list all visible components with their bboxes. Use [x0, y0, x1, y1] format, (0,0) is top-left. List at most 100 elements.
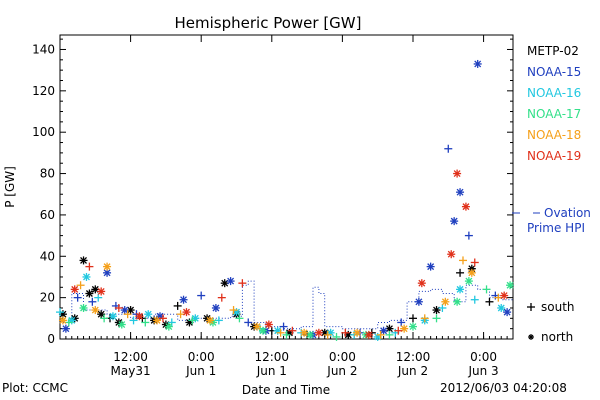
marker-stroke [418, 279, 426, 287]
data-point-noaa-19-north [70, 285, 79, 294]
data-point-noaa-19-south [85, 262, 94, 271]
data-point-noaa-15-south [88, 297, 97, 306]
y-tick-label: 140 [32, 42, 55, 56]
marker-stroke [227, 277, 235, 285]
marker-stroke [83, 273, 90, 281]
marker-stroke [300, 329, 308, 337]
data-point-noaa-16-south [438, 303, 447, 312]
marker-stroke [409, 323, 417, 331]
y-tick-label: 120 [32, 84, 55, 98]
marker-stroke [274, 327, 282, 335]
marker-stroke [497, 304, 505, 312]
marker-stroke [91, 306, 99, 314]
marker-stroke [427, 263, 435, 271]
legend: METP-02 NOAA-15 NOAA-16 NOAA-17 NOAA-18 NOAA-… [512, 44, 591, 344]
data-point-noaa-19-south [470, 258, 479, 267]
data-point-noaa-17-north [464, 277, 473, 286]
data-point-noaa-18-north [400, 324, 409, 333]
plot-area-frame [59, 34, 514, 340]
marker-stroke [415, 298, 423, 306]
data-point-noaa-18-north [91, 306, 100, 315]
data-point-noaa-17-south [432, 314, 441, 323]
marker-stroke [71, 285, 79, 293]
data-point-noaa-19-south [158, 314, 167, 323]
marker-stroke [453, 298, 461, 306]
data-point-noaa-16-south [470, 295, 479, 304]
data-point-noaa-19-north [135, 312, 144, 321]
data-point-metp-02-south [485, 297, 494, 306]
data-point-noaa-19-north [182, 308, 191, 317]
marker-stroke [380, 327, 388, 335]
marker-stroke [80, 256, 87, 264]
marker-stroke [456, 188, 464, 196]
marker-stroke [127, 306, 135, 314]
marker-stroke [265, 321, 273, 328]
data-point-noaa-18-south [458, 256, 467, 265]
data-point-noaa-19-south [114, 303, 123, 312]
marker-stroke [506, 281, 514, 289]
data-points [56, 59, 515, 341]
data-point-noaa-17-north [79, 303, 88, 312]
data-point-noaa-19-north [97, 287, 106, 296]
data-point-noaa-17-south [482, 285, 491, 294]
data-point-noaa-18-south [123, 310, 132, 319]
marker-stroke [259, 327, 267, 335]
x-tick-label-time: 0:00 [470, 350, 497, 364]
marker-stroke [528, 334, 534, 340]
marker-stroke [59, 316, 67, 324]
data-point-noaa-19-north [447, 250, 456, 259]
data-point-noaa-15-north [179, 295, 188, 304]
data-point-metp-02-north [91, 285, 100, 294]
marker-stroke [447, 250, 455, 258]
data-point-noaa-19-south [394, 326, 403, 335]
marker-stroke [462, 203, 470, 211]
data-point-noaa-17-north [117, 320, 126, 329]
x-tick-label-date: Jun 1 [185, 364, 216, 378]
marker-stroke [206, 316, 214, 324]
data-point-noaa-17-north [258, 326, 267, 335]
legend-south-marker [527, 303, 535, 311]
marker-stroke [465, 277, 473, 285]
legend-item-noaa-18: NOAA-18 [527, 128, 581, 142]
x-tick-label-time: 0:00 [329, 350, 356, 364]
data-point-noaa-18-north [467, 268, 476, 277]
plot-source-label: Plot: CCMC [2, 381, 68, 395]
data-point-noaa-15-north [473, 59, 482, 68]
data-point-noaa-18-north [103, 262, 112, 271]
data-point-noaa-16-north [497, 303, 506, 312]
data-point-noaa-17-south [332, 332, 341, 341]
data-point-noaa-19-north [461, 202, 470, 211]
data-point-noaa-18-south [229, 306, 238, 315]
data-point-noaa-18-north [153, 316, 162, 325]
data-point-metp-02-north [79, 256, 88, 265]
data-point-noaa-16-north [82, 272, 91, 281]
marker-stroke [315, 329, 323, 337]
data-point-noaa-19-north [364, 330, 373, 339]
data-point-noaa-18-south [323, 330, 332, 339]
marker-stroke [183, 308, 190, 316]
x-axis-label: Date and Time [242, 383, 330, 397]
legend-north-label: north [541, 330, 573, 344]
y-tick-label: 60 [40, 208, 55, 222]
y-tick-label: 40 [40, 249, 55, 263]
marker-stroke [344, 331, 352, 339]
data-point-noaa-17-south [141, 318, 150, 327]
marker-stroke [103, 269, 111, 277]
x-tick-label-time: 12:00 [254, 350, 289, 364]
data-point-noaa-15-north [426, 262, 435, 271]
legend-item-noaa-19: NOAA-19 [527, 149, 581, 163]
marker-stroke [80, 304, 87, 312]
data-point-metp-02-north [220, 279, 229, 288]
legend-south-label: south [541, 300, 575, 314]
data-point-noaa-16-south [94, 293, 103, 302]
data-point-noaa-15-south [279, 322, 288, 331]
y-axis-label: P [GW] [3, 166, 17, 208]
ovation-prime-hpi-line [60, 280, 513, 330]
data-point-noaa-19-south [238, 279, 247, 288]
data-point-noaa-16-north [456, 285, 465, 294]
data-point-noaa-19-north [417, 279, 426, 288]
data-point-noaa-18-north [441, 297, 450, 306]
data-point-noaa-15-north [61, 324, 70, 333]
data-point-noaa-18-south [76, 281, 85, 290]
marker-stroke [212, 304, 220, 312]
